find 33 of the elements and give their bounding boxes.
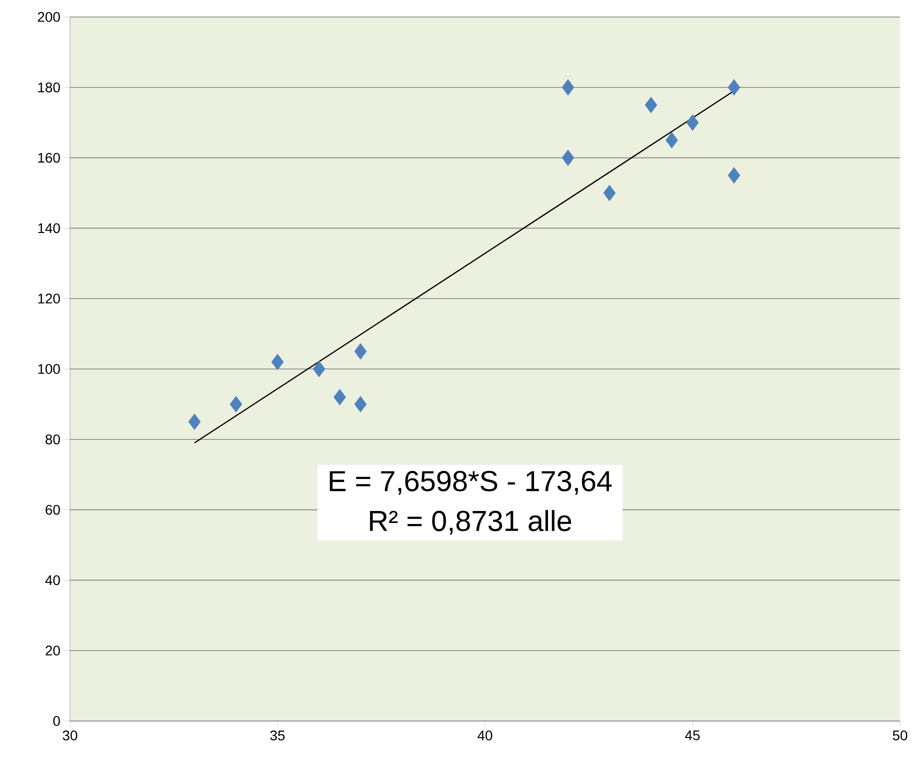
point <box>354 396 367 412</box>
x-tick-label: 35 <box>270 730 285 740</box>
x-tick-label: 50 <box>892 730 908 740</box>
point <box>334 388 346 406</box>
point <box>271 354 284 370</box>
x-tick-label: 45 <box>685 730 700 740</box>
point <box>562 79 574 96</box>
y-tick-label: 40 <box>45 575 60 586</box>
point <box>230 396 242 412</box>
point <box>686 114 699 131</box>
x-tick-label: 40 <box>478 730 492 740</box>
y-tick-label: 60 <box>46 504 60 515</box>
y-tick-label: 140 <box>38 223 60 234</box>
point <box>312 360 326 378</box>
y-tick-label: 120 <box>38 294 60 304</box>
y-tick-label: 160 <box>38 152 60 163</box>
point <box>188 414 201 430</box>
y-tick-label: 100 <box>38 364 60 374</box>
y-tick-label: 200 <box>38 12 60 22</box>
x-tick-label: 30 <box>62 730 78 740</box>
y-tick-label: 180 <box>38 82 60 92</box>
y-tick-label: 0 <box>53 716 60 726</box>
point <box>666 132 678 148</box>
point <box>728 79 740 96</box>
y-tick-label: 20 <box>46 646 60 656</box>
point <box>354 343 367 360</box>
point <box>644 96 658 114</box>
point <box>603 184 616 202</box>
annotation: E = 7,6598*S - 173,64 <box>330 470 612 495</box>
point <box>562 150 574 166</box>
annotation: R² = 0,8731 alle <box>370 510 572 535</box>
y-tick-label: 80 <box>46 434 60 444</box>
point <box>728 167 740 184</box>
